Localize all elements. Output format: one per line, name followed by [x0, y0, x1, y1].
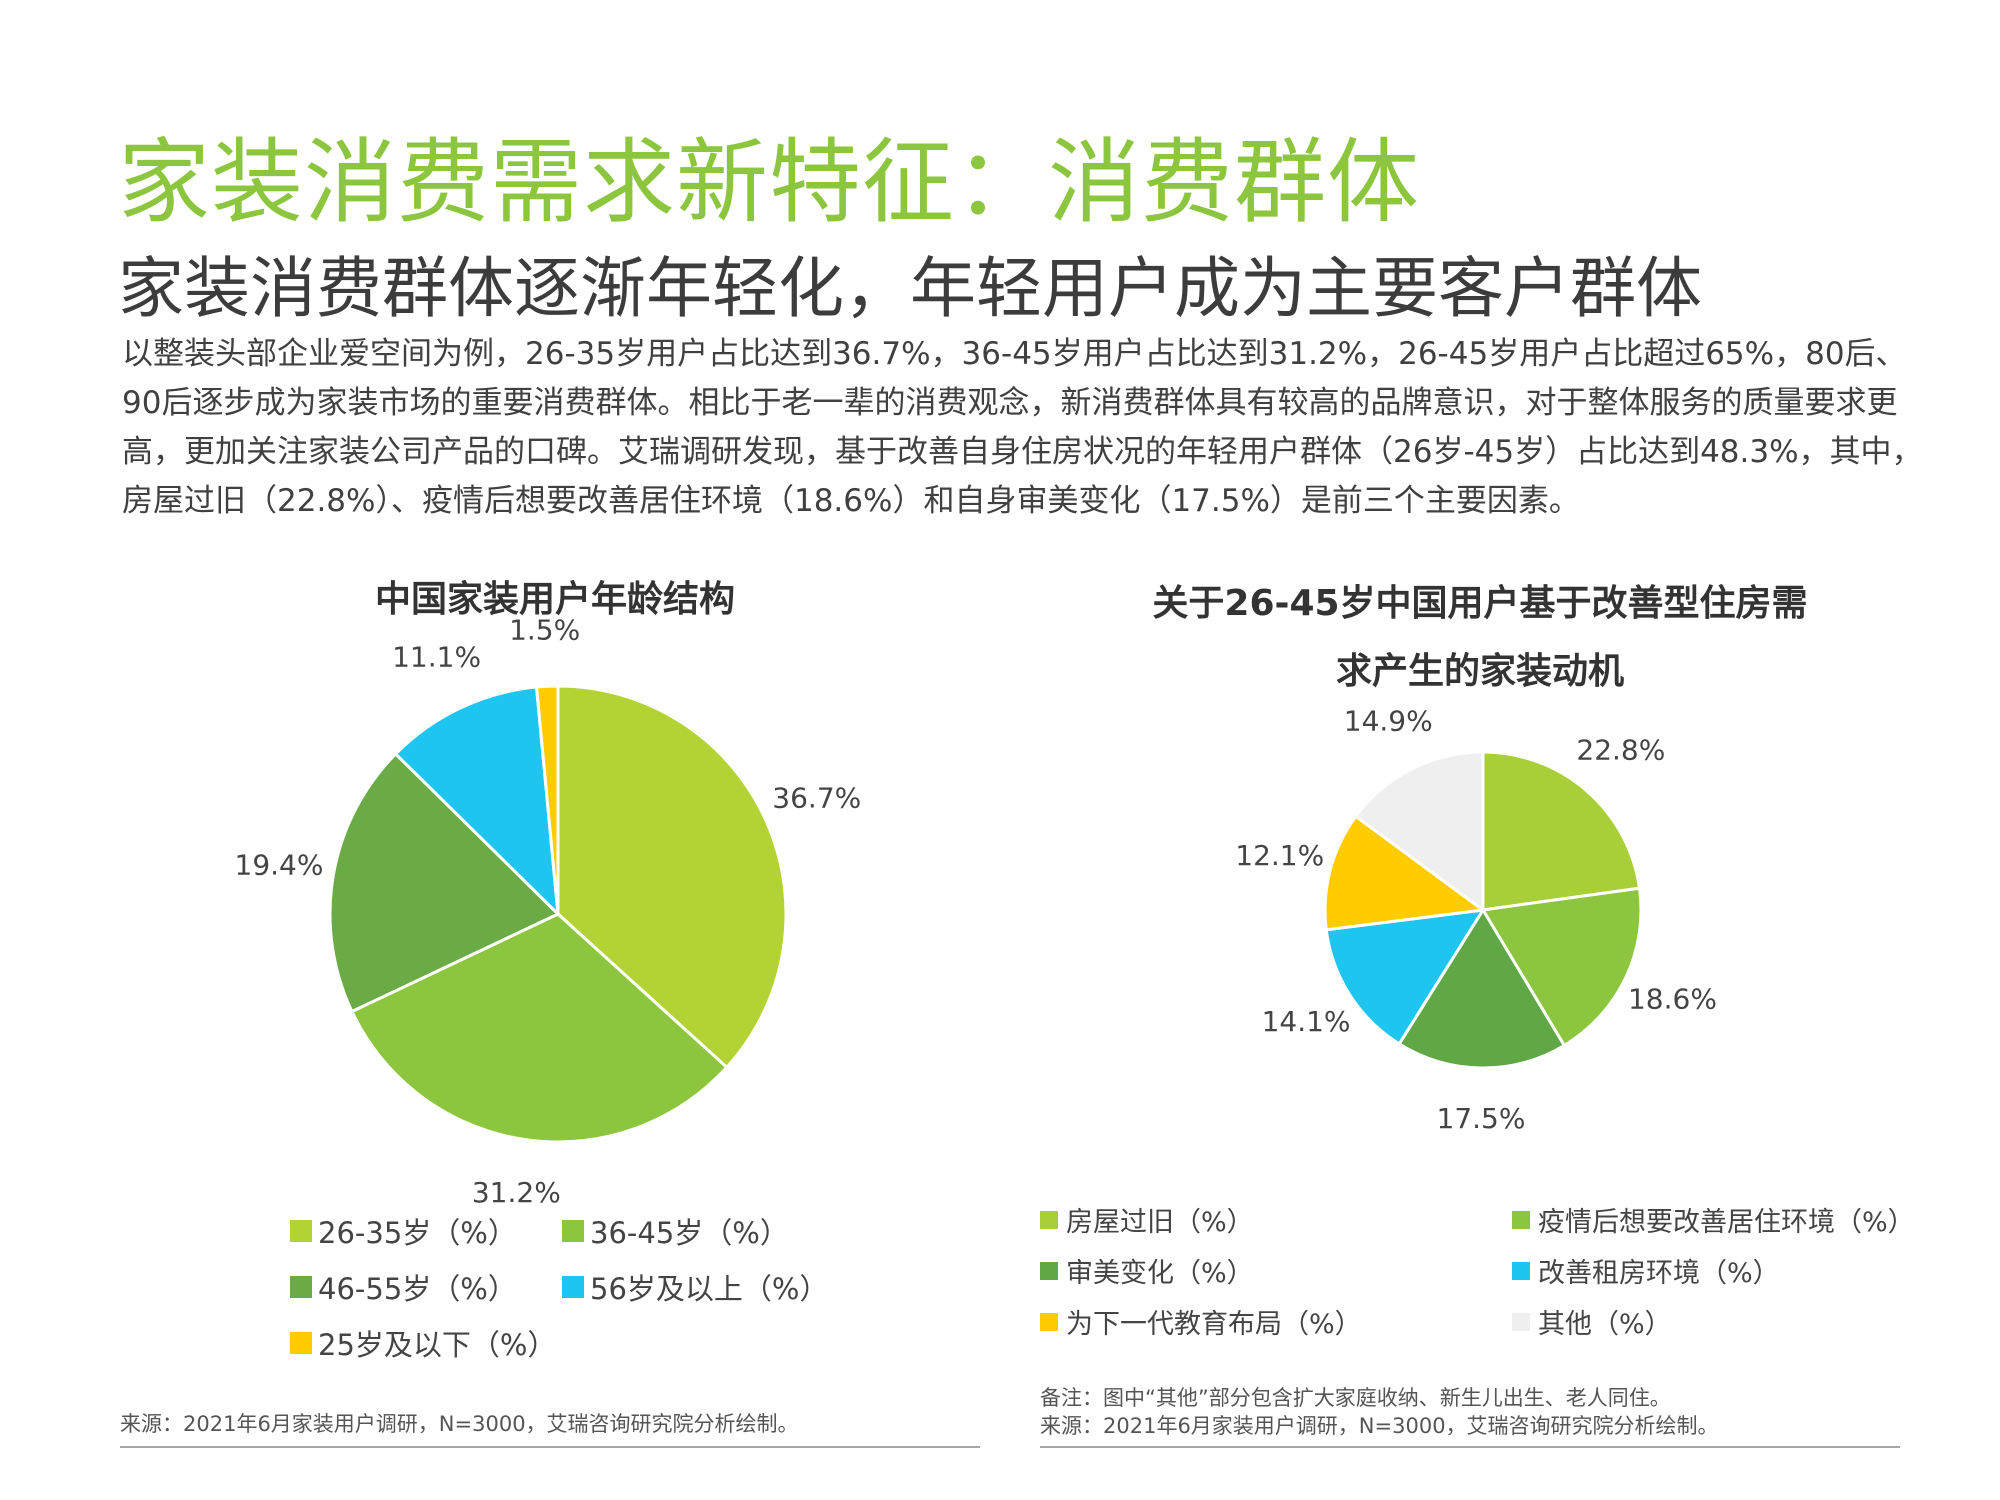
right-chart-title-line-1: 关于26-45岁中国用户基于改善型住房需	[1152, 583, 1808, 624]
chart1-slice-5	[1353, 750, 1485, 913]
chart0-legend-swatch-2	[290, 1276, 312, 1298]
right-chart-title: 关于26-45岁中国用户基于改善型住房需 求产生的家装动机	[1090, 570, 1870, 706]
chart1-legend-swatch-1	[1512, 1210, 1530, 1229]
body-paragraph: 以整装头部企业爱空间为例，26-35岁用户占比达到36.7%，36-45岁用户占…	[122, 336, 1923, 519]
chart1-legend-item-4: 为下一代教育布局（%）	[1040, 1302, 1362, 1341]
chart1-legend-swatch-5	[1512, 1312, 1530, 1331]
chart0-slice-3	[393, 685, 560, 918]
left-footer-divider	[120, 1446, 980, 1448]
chart1-slice-3	[1324, 908, 1486, 1046]
chart0-slice-1	[349, 912, 729, 1144]
chart0-legend-item-2: 46-55岁（%）	[290, 1266, 517, 1308]
chart0-legend-item-1: 36-45岁（%）	[562, 1210, 789, 1252]
chart0-data-label-3: 11.1%	[392, 640, 481, 673]
right-footer-divider	[1040, 1446, 1900, 1448]
left-chart-title: 中国家装用户年龄结构	[374, 579, 735, 620]
chart0-legend-label-4: 25岁及以下（%）	[318, 1328, 557, 1362]
chart1-legend-item-1: 疫情后想要改善居住环境（%）	[1512, 1200, 1915, 1239]
right-source-note: 来源：2021年6月家装用户调研，N=3000，艾瑞咨询研究院分析绘制。	[1040, 1414, 1719, 1438]
chart0-data-label-4: 1.5%	[509, 613, 580, 646]
chart1-legend-item-5: 其他（%）	[1512, 1302, 1672, 1341]
chart1-legend-label-3: 改善租房环境（%）	[1538, 1258, 1780, 1289]
chart1-legend-item-2: 审美变化（%）	[1040, 1251, 1254, 1290]
chart0-legend-item-3: 56岁及以上（%）	[562, 1266, 828, 1308]
chart1-legend-swatch-2	[1040, 1261, 1058, 1280]
chart1-slice-4	[1323, 814, 1487, 932]
chart1-legend-item-3: 改善租房环境（%）	[1512, 1251, 1780, 1290]
chart0-legend-item-4: 25岁及以下（%）	[290, 1322, 556, 1364]
chart1-slice-0	[1481, 750, 1642, 912]
chart1-data-label-2: 17.5%	[1437, 1102, 1526, 1135]
chart1-slice-1	[1480, 886, 1643, 1048]
chart0-legend-label-3: 56岁及以上（%）	[590, 1272, 829, 1306]
chart0-legend-swatch-0	[290, 1220, 312, 1242]
chart0-data-label-1: 31.2%	[472, 1176, 561, 1209]
right-chart-legend: 房屋过旧（%） 疫情后想要改善居住环境（%） 审美变化（%） 改善租房环境（%） 为下一…	[1040, 1200, 1960, 1350]
page-title: 家装消费需求新特征：消费群体	[118, 129, 1421, 236]
chart1-legend-label-2: 审美变化（%）	[1066, 1258, 1254, 1289]
chart0-slice-2	[328, 751, 561, 1014]
chart0-slice-0	[556, 684, 788, 1070]
chart1-data-label-5: 14.9%	[1344, 705, 1433, 738]
right-remark-note: 备注：图中“其他”部分包含扩大家庭收纳、新生儿出生、老人同住。	[1040, 1386, 1671, 1410]
chart0-legend-label-0: 26-35岁（%）	[318, 1216, 517, 1250]
right-chart-title-line-2: 求产生的家装动机	[1335, 651, 1624, 692]
chart0-data-label-2: 19.4%	[235, 849, 324, 882]
left-source-note: 来源：2021年6月家装用户调研，N=3000，艾瑞咨询研究院分析绘制。	[120, 1412, 799, 1436]
chart0-legend-label-1: 36-45岁（%）	[590, 1216, 789, 1250]
chart1-legend-label-0: 房屋过旧（%）	[1066, 1207, 1254, 1238]
chart1-legend-swatch-3	[1512, 1261, 1530, 1280]
chart1-legend-item-0: 房屋过旧（%）	[1040, 1200, 1254, 1239]
chart0-legend-label-2: 46-55岁（%）	[318, 1272, 517, 1306]
chart0-legend-swatch-4	[290, 1332, 312, 1354]
chart1-legend-swatch-0	[1040, 1210, 1058, 1229]
chart1-legend-label-5: 其他（%）	[1538, 1309, 1672, 1340]
chart0-slice-4	[534, 684, 560, 915]
chart1-legend-label-4: 为下一代教育布局（%）	[1066, 1309, 1362, 1340]
chart0-legend-item-0: 26-35岁（%）	[290, 1210, 517, 1252]
chart1-data-label-3: 14.1%	[1262, 1005, 1351, 1038]
chart0-data-label-0: 36.7%	[772, 781, 861, 814]
chart1-legend-swatch-4	[1040, 1312, 1058, 1331]
chart1-data-label-1: 18.6%	[1628, 983, 1717, 1016]
chart0-legend-swatch-1	[562, 1220, 584, 1242]
chart1-legend-label-1: 疫情后想要改善居住环境（%）	[1538, 1207, 1915, 1238]
page-subtitle: 家装消费群体逐渐年轻化，年轻用户成为主要客户群体	[118, 250, 1702, 327]
chart1-data-label-4: 12.1%	[1235, 839, 1324, 872]
chart1-data-label-0: 22.8%	[1576, 734, 1665, 767]
chart0-legend-swatch-3	[562, 1276, 584, 1298]
chart1-slice-2	[1397, 907, 1567, 1070]
left-chart-legend: 26-35岁（%） 36-45岁（%） 46-55岁（%） 56岁及以上（%） 25岁及…	[290, 1210, 890, 1370]
